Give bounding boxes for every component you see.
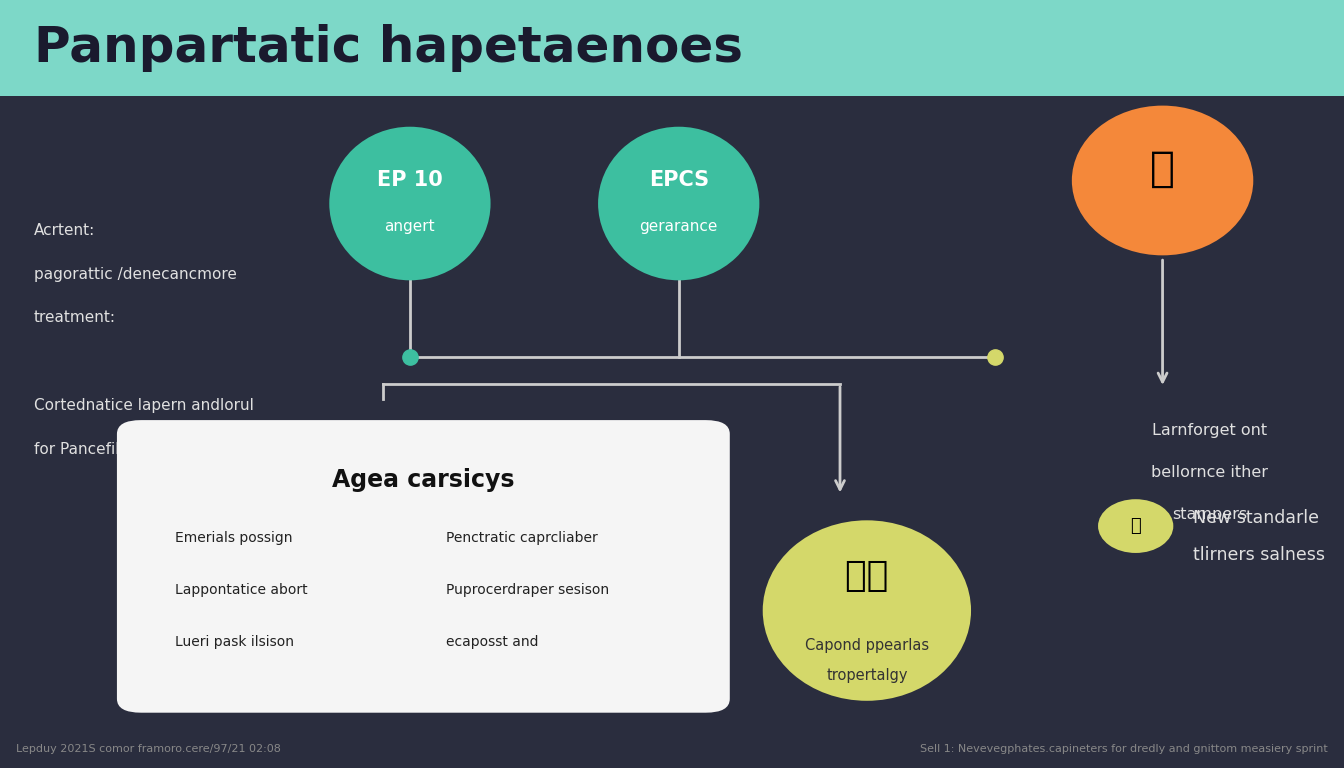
Text: Puprocerdraper sesison: Puprocerdraper sesison <box>446 583 609 597</box>
Text: 🌍: 🌍 <box>1150 148 1175 190</box>
Text: Larnforget ont: Larnforget ont <box>1152 422 1267 438</box>
Text: Panpartatic hapetaenoes: Panpartatic hapetaenoes <box>34 24 743 72</box>
Text: Capond ppearlas: Capond ppearlas <box>805 637 929 653</box>
Text: Lueri pask ilsison: Lueri pask ilsison <box>175 635 294 649</box>
Ellipse shape <box>329 127 491 280</box>
Text: New standarle: New standarle <box>1193 509 1320 528</box>
Text: EP 10: EP 10 <box>378 170 442 190</box>
Text: Lepduy 2021S comor framoro.cere/97/21 02:08: Lepduy 2021S comor framoro.cere/97/21 02… <box>16 744 281 754</box>
Text: tropertalgy: tropertalgy <box>827 668 907 684</box>
Ellipse shape <box>763 521 970 700</box>
Text: pagorattic /denecancmore: pagorattic /denecancmore <box>34 266 237 282</box>
Text: gerarance: gerarance <box>640 219 718 234</box>
Text: 🧑‍🔬: 🧑‍🔬 <box>845 559 888 593</box>
Ellipse shape <box>1071 106 1253 256</box>
Ellipse shape <box>1098 499 1173 553</box>
Text: angert: angert <box>384 219 435 234</box>
FancyBboxPatch shape <box>117 420 730 713</box>
Text: Sell 1: Nevevegphates.capineters for dredly and gnittom measiery sprint: Sell 1: Nevevegphates.capineters for dre… <box>921 744 1328 754</box>
Text: for Pancefil/adenircacinoma.: for Pancefil/adenircacinoma. <box>34 442 251 457</box>
Text: ecaposst and: ecaposst and <box>446 635 538 649</box>
Text: Cortednatice lapern andlorul: Cortednatice lapern andlorul <box>34 398 254 413</box>
Text: Lappontatice abort: Lappontatice abort <box>175 583 308 597</box>
Text: Acrtent:: Acrtent: <box>34 223 95 238</box>
Text: Agea carsicys: Agea carsicys <box>332 468 515 492</box>
FancyBboxPatch shape <box>0 0 1344 96</box>
Text: tlirners salness: tlirners salness <box>1193 546 1325 564</box>
Text: treatment:: treatment: <box>34 310 116 326</box>
Text: EPCS: EPCS <box>649 170 708 190</box>
Text: stampers: stampers <box>1172 507 1247 522</box>
Text: bellornce ither: bellornce ither <box>1150 465 1269 480</box>
Text: 💡: 💡 <box>1130 517 1141 535</box>
Text: Emerials possign: Emerials possign <box>175 531 292 545</box>
Text: Penctratic caprcliaber: Penctratic caprcliaber <box>446 531 598 545</box>
Ellipse shape <box>598 127 759 280</box>
